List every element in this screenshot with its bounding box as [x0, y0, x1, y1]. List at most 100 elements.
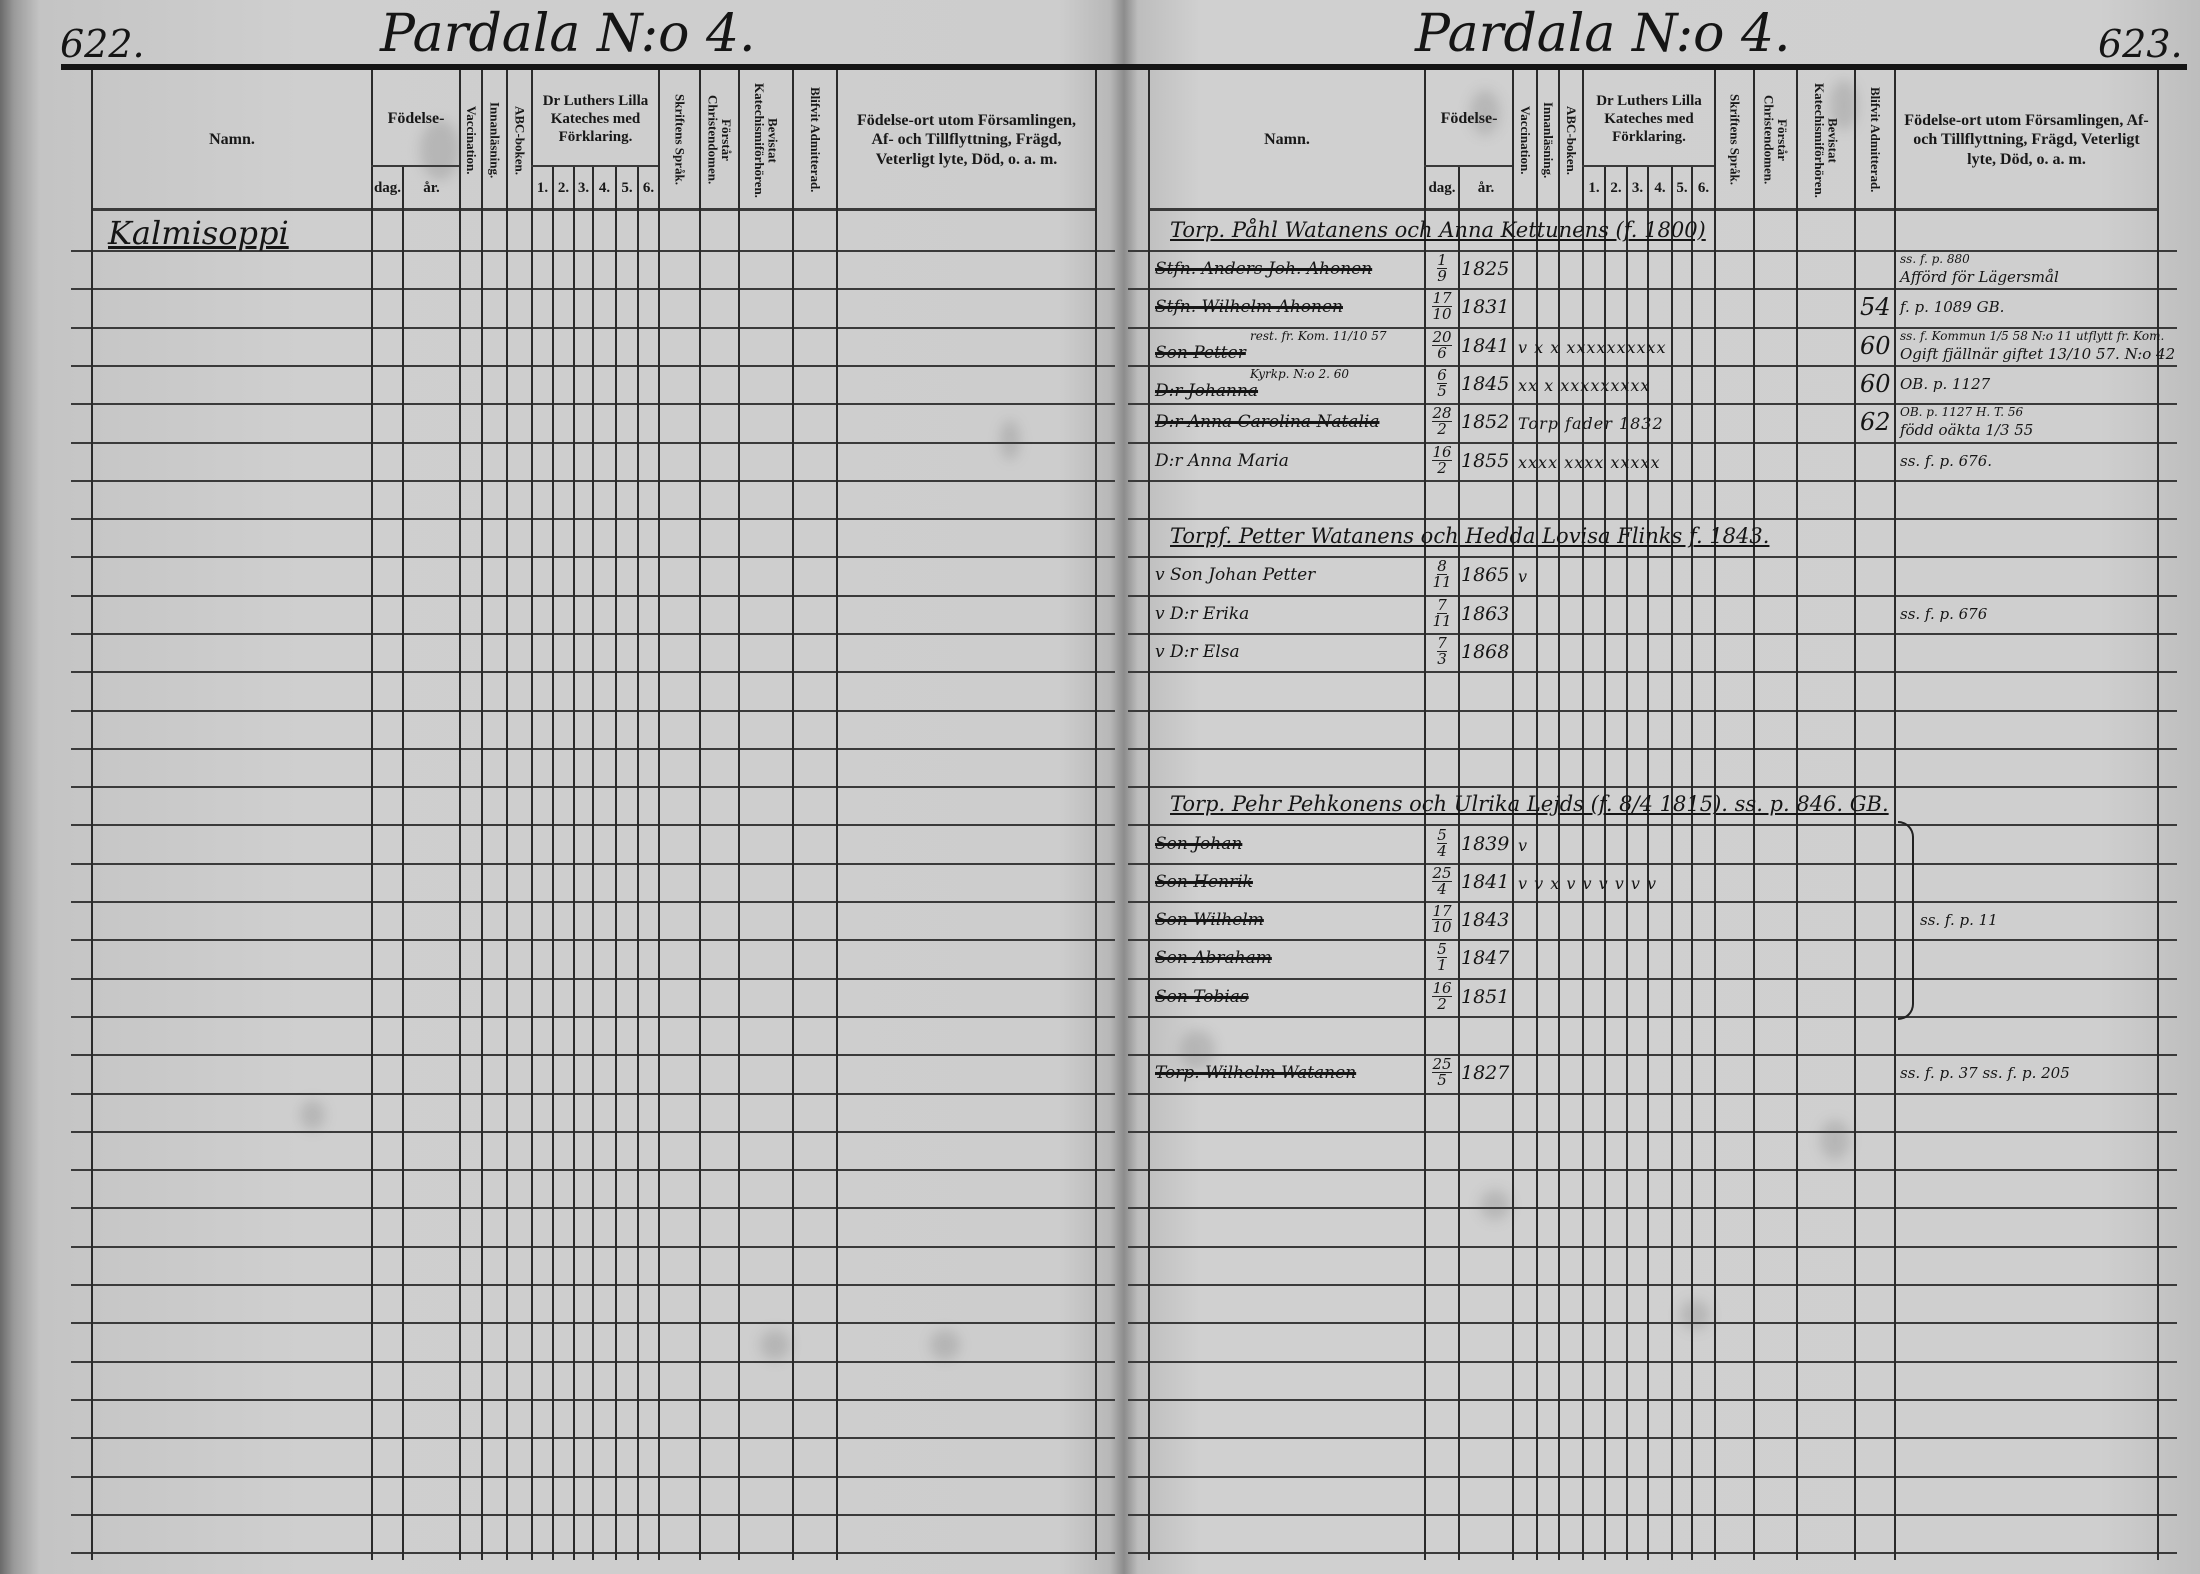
birth-year: 1831 — [1461, 296, 1510, 319]
column-line — [1424, 70, 1426, 1560]
row-line — [1128, 939, 2177, 941]
header-katekes-part-text: 2. — [1610, 179, 1622, 196]
entry-name-note: Kyrkp. N:o 2. 60 — [1250, 366, 1349, 381]
column-line — [1691, 165, 1693, 1560]
birth-day: 25 5 — [1428, 1057, 1456, 1088]
column-line — [459, 70, 461, 1560]
admitted-number: 60 — [1860, 331, 1891, 360]
birth-day: 28 2 — [1428, 406, 1456, 437]
header-katekes-part: 4. — [1649, 168, 1671, 207]
header-bevistat-forhoren-text: Bevistat Katechismiförhören. — [752, 82, 781, 198]
header-ar-text: år. — [423, 179, 440, 196]
register-entry: Son Henrik 25 4 1841 v v x v v v v v v — [0, 863, 2200, 901]
birth-month-denominator: 5 — [1437, 1071, 1447, 1090]
row-line — [1128, 1476, 2177, 1478]
birth-day-numerator: 25 — [1432, 1055, 1452, 1074]
birth-day: 25 4 — [1428, 865, 1456, 897]
stain — [420, 120, 460, 180]
column-line — [1512, 70, 1514, 1560]
row-line — [1128, 633, 2177, 635]
header-katekes-part: 6. — [639, 168, 658, 207]
remark: f. p. 1089 GB. — [1900, 298, 2005, 317]
column-line — [1148, 70, 1150, 1560]
header-abc-boken-text: ABC-boken. — [1563, 105, 1579, 175]
row-line — [1128, 1054, 2177, 1056]
birth-day: 20 6 — [1428, 329, 1456, 362]
subheader-line — [371, 165, 459, 167]
header-skriftens-sprak-text: Skriftens Språk. — [1727, 94, 1743, 186]
birth-month-denominator: 1 — [1437, 956, 1447, 975]
header-katekes-part-text: 1. — [1588, 179, 1600, 196]
birth-year: 1868 — [1461, 641, 1510, 663]
column-line — [699, 70, 701, 1560]
birth-month-denominator: 11 — [1432, 611, 1452, 630]
birth-day: 17 10 — [1428, 291, 1456, 322]
column-line — [1458, 165, 1460, 1560]
row-line — [1128, 365, 2177, 367]
register-entry: Torp. Wilhelm Watanen 25 5 1827 ss. f. p. 37… — [0, 1054, 2200, 1092]
birth-day-numerator: 5 — [1437, 825, 1447, 844]
column-line — [658, 70, 660, 1560]
birth-month-denominator: 6 — [1437, 343, 1447, 362]
subheader-line — [531, 165, 658, 167]
birth-day-numerator: 5 — [1437, 940, 1447, 959]
header-remarks: Födelse-ort utom Församlingen, Af- och T… — [846, 73, 1087, 207]
entry-name: Stfn. Wilhelm Ahonen — [1155, 297, 1343, 318]
row-line — [1128, 442, 2177, 444]
birth-month-denominator: 2 — [1437, 458, 1447, 477]
entry-name: Son Petter — [1155, 342, 1246, 363]
admitted-number: 62 — [1860, 408, 1891, 437]
register-entry: D:r Anna Maria 16 2 1855 xxxx xxxx xxxxx ss. … — [0, 442, 2200, 480]
header-bevistat-forhoren: Bevistat Katechismiförhören. — [740, 73, 792, 207]
page-number: 623. — [2098, 22, 2183, 66]
birth-year: 1852 — [1461, 411, 1510, 434]
header-bottom-rule — [1148, 208, 2157, 211]
column-line — [1558, 70, 1560, 1560]
birth-year: 1851 — [1461, 985, 1510, 1008]
header-katekes-part: 4. — [594, 168, 615, 207]
entry-name: Son Henrik — [1155, 871, 1253, 892]
birth-day-numerator: 7 — [1437, 634, 1447, 652]
birth-day-numerator: 16 — [1432, 978, 1452, 997]
header-katekes-part-text: 1. — [536, 179, 549, 196]
admitted-number: 60 — [1860, 369, 1891, 398]
birth-day: 7 11 — [1428, 597, 1456, 630]
column-line — [1894, 70, 1896, 1560]
birth-month-denominator: 10 — [1432, 918, 1452, 937]
catechism-marks: xxxx xxxx xxxxx — [1518, 452, 1661, 472]
register-entry: Son Johan 5 4 1839 v — [0, 825, 2200, 863]
birth-day-numerator: 28 — [1432, 404, 1452, 423]
catechism-marks: v — [1518, 835, 1529, 855]
register-entry: Son Tobias 16 2 1851 — [0, 978, 2200, 1016]
register-entry: D:r Anna Carolina Natalia 28 2 1852 Torp fad… — [0, 403, 2200, 441]
remark: Afförd för Lägersmål — [1900, 268, 2059, 286]
row-line — [1128, 748, 2177, 750]
header-katekes-part: 1. — [1584, 168, 1604, 207]
row-line — [1128, 671, 2177, 673]
row-line — [1128, 1514, 2177, 1516]
column-line — [615, 165, 617, 1560]
column-line — [506, 70, 508, 1560]
column-line — [552, 165, 554, 1560]
entry-name: Son Abraham — [1155, 948, 1272, 969]
page-number: 622. — [60, 22, 145, 66]
header-katekes-part-text: 2. — [557, 179, 570, 196]
header-fodelse: Födelse- — [373, 73, 459, 164]
header-forstar-christendomen-text: Förstår Christendomen. — [705, 95, 735, 185]
birth-month-denominator: 3 — [1437, 650, 1447, 668]
brace-icon — [1898, 820, 1914, 1020]
remark-note: ss. f. Kommun 1/5 58 N:o 11 utflytt fr. … — [1900, 328, 2165, 343]
column-line — [836, 70, 838, 1560]
column-line — [481, 70, 483, 1560]
header-katekes-part: 6. — [1693, 168, 1714, 207]
row-line — [1128, 518, 2177, 520]
birth-year: 1841 — [1461, 870, 1510, 893]
row-line — [1128, 786, 2177, 788]
row-line — [1128, 1322, 2177, 1324]
row-line — [1128, 1169, 2177, 1171]
header-namn-text: Namn. — [1264, 131, 1310, 149]
column-line — [402, 165, 404, 1560]
